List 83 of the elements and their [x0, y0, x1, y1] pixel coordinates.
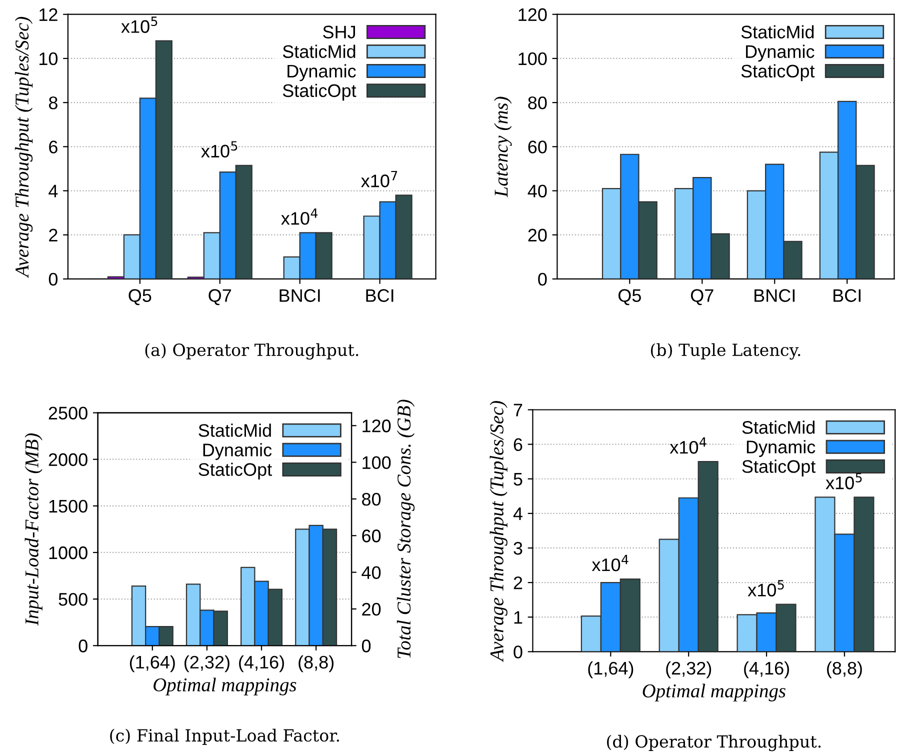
y-tick-label: 4	[48, 184, 58, 198]
text: (a) Operator Throughput.	[145, 343, 358, 360]
y-tick-label: 80	[528, 96, 547, 110]
y-axis-title: Input-Load-Factor (MB)	[24, 433, 42, 626]
y-tick-label: 1	[514, 611, 522, 624]
y2-tick-label: 20	[362, 602, 381, 616]
legend-label: SHJ	[323, 26, 355, 38]
annotation: x10$^{5}$	[748, 580, 784, 596]
legend-label: StaticOpt	[198, 462, 272, 480]
x-tick-label: (8,8)	[827, 661, 862, 678]
y-tick-label: 500	[58, 592, 88, 606]
y-tick-label: 1500	[49, 500, 88, 513]
text: (c) Final Input-Load Factor.	[110, 728, 340, 745]
annotation: x10$^{7}$	[361, 171, 398, 188]
text: (b) Tuple Latency.	[650, 343, 800, 360]
annotation: x10$^{4}$	[592, 554, 628, 572]
y-tick-label: 0	[78, 640, 88, 652]
y-tick-label: 3	[514, 542, 522, 555]
y2-tick-label: 100	[362, 456, 391, 469]
y-tick-label: 20	[528, 228, 547, 242]
y2-tick-label: 80	[362, 492, 381, 506]
y-tick-label: 6	[49, 140, 58, 154]
y-tick-label: 12	[40, 8, 58, 21]
y2-tick-label: 0	[362, 640, 371, 652]
x-tick-label: Q7	[690, 289, 714, 306]
y-tick-label: 2	[514, 576, 522, 590]
legend-label: StaticMid	[282, 44, 356, 58]
y-tick-label: 120	[518, 8, 547, 22]
x-tick-label: BCI	[834, 289, 860, 302]
legend-label: StaticMid	[742, 420, 815, 434]
annotation: x10$^{5}$	[826, 473, 862, 490]
legend-label: StaticOpt	[741, 64, 815, 82]
y-tick-label: 2500	[48, 406, 88, 420]
y-tick-label: 0	[48, 272, 58, 286]
text: (d) Operator Throughput.	[607, 734, 821, 752]
annotation: x10$^{4}$	[670, 437, 706, 454]
y-tick-label: 4	[513, 508, 522, 520]
x-axis-title: Optimal mappings	[154, 678, 296, 696]
legend-label: StaticOpt	[742, 460, 816, 476]
y-tick-label: 0	[514, 646, 522, 658]
annotation: x10$^{5}$	[121, 16, 158, 33]
y-tick-label: 1000	[49, 546, 88, 560]
x-tick-label: (2,32)	[184, 655, 230, 672]
x-tick-label: BNCI	[754, 289, 795, 302]
legend-label: Dynamic	[746, 440, 816, 457]
y-tick-label: 2	[49, 228, 58, 242]
y-tick-label: 10	[40, 52, 58, 66]
x-tick-label: BNCI	[280, 289, 320, 302]
legend-label: Dynamic	[203, 443, 272, 460]
x-tick-label: Q5	[128, 289, 152, 306]
y-axis-title: Average Throughput (Tuples/Sec)	[490, 400, 508, 662]
y-tick-label: 6	[514, 438, 522, 452]
y-tick-label: 0	[538, 272, 547, 286]
x-tick-label: (4,16)	[744, 661, 789, 678]
y-tick-label: 5	[514, 472, 522, 486]
x-axis-title: Optimal mappings	[642, 684, 786, 702]
legend-label: Dynamic	[288, 64, 356, 82]
x-tick-label: (8,8)	[298, 655, 334, 672]
x-tick-label: BCI	[366, 289, 394, 302]
y-tick-label: 100	[518, 52, 547, 66]
y-tick-label: 7	[514, 404, 522, 416]
y-tick-label: 8	[48, 96, 58, 110]
y-tick-label: 2000	[48, 453, 88, 466]
y-axis-title: Latency (ms)	[494, 96, 512, 198]
x-tick-label: (1,64)	[588, 661, 634, 678]
legend-label: StaticMid	[741, 25, 814, 38]
y2-axis-title: Total Cluster Storage Cons. (GB)	[396, 400, 415, 658]
x-tick-label: Q5	[618, 289, 641, 306]
y2-tick-label: 60	[362, 530, 381, 542]
x-tick-label: (1,64)	[130, 655, 175, 672]
x-tick-label: (4,16)	[239, 655, 284, 672]
legend-label: Dynamic	[746, 44, 814, 62]
x-tick-label: (2,32)	[666, 661, 712, 678]
legend-label: StaticMid	[198, 424, 271, 437]
annotation: x10$^{4}$	[281, 208, 318, 225]
y-axis-title: Average Throughput (Tuples/Sec)	[14, 16, 33, 278]
y2-tick-label: 40	[362, 566, 381, 580]
annotation: x10$^{5}$	[201, 141, 238, 158]
y-tick-label: 40	[528, 184, 547, 198]
y-tick-label: 60	[528, 140, 547, 154]
legend-label: StaticOpt	[282, 84, 356, 101]
y2-tick-label: 120	[362, 420, 391, 432]
x-tick-label: Q7	[208, 289, 232, 306]
